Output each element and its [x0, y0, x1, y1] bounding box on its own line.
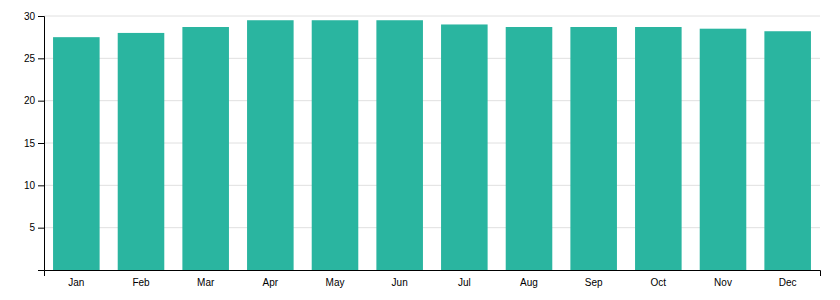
- y-tick-mark: [38, 228, 44, 229]
- x-tick-label: Jul: [458, 277, 471, 288]
- x-tick-label: Apr: [263, 277, 279, 288]
- x-tick-label: Oct: [651, 277, 667, 288]
- x-tick: Dec: [779, 277, 797, 288]
- x-tick-label: May: [326, 277, 345, 288]
- bar: [247, 20, 294, 270]
- plot-area: 5 10 15 20 25 30 Jan Feb Mar Apr May Jun Jul Aug Sep Oc…: [24, 11, 821, 288]
- chart-container: 5 10 15 20 25 30 Jan Feb Mar Apr May Jun Jul Aug Sep Oc…: [0, 0, 840, 300]
- bar: [570, 27, 617, 270]
- x-tick: Apr: [263, 277, 279, 288]
- x-tick: Oct: [651, 277, 667, 288]
- y-tick-mark: [38, 185, 44, 186]
- grid-line: [44, 16, 820, 17]
- x-tick: Sep: [585, 277, 603, 288]
- y-tick-label: 20: [24, 95, 36, 106]
- x-axis: Jan Feb Mar Apr May Jun Jul Aug Sep Oct Nov Dec: [45, 271, 821, 289]
- x-tick-label: Aug: [520, 277, 538, 288]
- x-axis-line: [45, 271, 821, 277]
- bar: [118, 33, 165, 270]
- bar: [635, 27, 682, 270]
- x-tick: Nov: [714, 277, 732, 288]
- x-tick: Jul: [458, 277, 471, 288]
- y-tick-label: 15: [24, 138, 36, 149]
- y-tick: 30: [24, 11, 44, 22]
- y-tick-label: 5: [29, 222, 35, 233]
- x-tick: Feb: [132, 277, 150, 288]
- bar: [182, 27, 229, 270]
- bar: [764, 31, 811, 270]
- x-tick-label: Sep: [585, 277, 603, 288]
- y-tick: 20: [24, 95, 44, 106]
- y-tick: 25: [24, 53, 44, 64]
- y-tick: 15: [24, 138, 44, 149]
- y-tick-mark: [38, 143, 44, 144]
- y-tick-mark: [38, 101, 44, 102]
- y-tick-label: 25: [24, 53, 36, 64]
- y-tick-mark: [38, 16, 44, 17]
- x-tick-label: Nov: [714, 277, 732, 288]
- x-tick-label: Feb: [132, 277, 150, 288]
- x-tick-label: Dec: [779, 277, 797, 288]
- bar: [376, 20, 423, 270]
- bar: [700, 29, 747, 270]
- bar: [312, 20, 359, 270]
- x-tick-label: Jan: [68, 277, 84, 288]
- x-tick-label: Mar: [197, 277, 215, 288]
- bars: [53, 20, 811, 270]
- x-tick: Jun: [392, 277, 408, 288]
- y-tick-mark: [38, 58, 44, 59]
- x-tick: Aug: [520, 277, 538, 288]
- x-tick: Jan: [68, 277, 84, 288]
- bar: [53, 37, 100, 270]
- bar: [506, 27, 553, 270]
- bar: [441, 24, 488, 270]
- y-tick-label: 30: [24, 11, 36, 22]
- x-tick: Mar: [197, 277, 215, 288]
- x-tick-label: Jun: [392, 277, 408, 288]
- x-tick: May: [326, 277, 345, 288]
- chart-svg: 5 10 15 20 25 30 Jan Feb Mar Apr May Jun Jul Aug Sep Oc…: [0, 0, 840, 300]
- y-axis-line: [38, 17, 45, 271]
- y-tick-label: 10: [24, 180, 36, 191]
- y-tick: 5: [29, 222, 44, 233]
- y-tick: 10: [24, 180, 44, 191]
- y-axis: 5 10 15 20 25 30: [24, 11, 45, 271]
